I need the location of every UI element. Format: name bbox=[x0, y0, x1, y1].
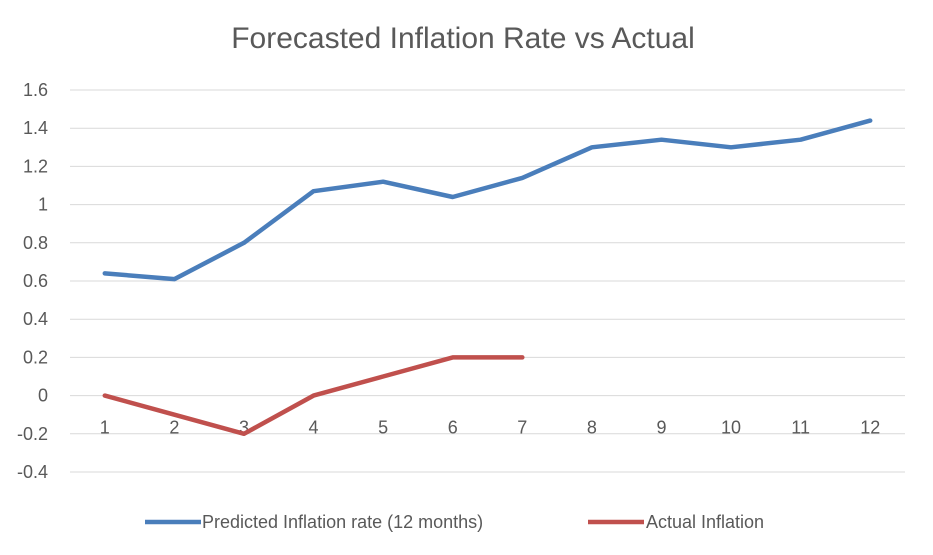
y-tick-label: 1.6 bbox=[23, 80, 48, 100]
legend-label: Actual Inflation bbox=[646, 512, 764, 532]
x-tick-label: 1 bbox=[100, 418, 110, 438]
x-tick-label: 3 bbox=[239, 418, 249, 438]
y-tick-label: 0.6 bbox=[23, 271, 48, 291]
x-tick-label: 5 bbox=[378, 418, 388, 438]
series-line-predicted bbox=[102, 118, 873, 282]
chart-title: Forecasted Inflation Rate vs Actual bbox=[231, 22, 695, 55]
legend-item: Predicted Inflation rate (12 months) bbox=[145, 512, 483, 532]
y-tick-label: 0.8 bbox=[23, 233, 48, 253]
x-axis-tick-labels: 1 2 3 4 5 6 7 8 9 10 11 12 bbox=[100, 418, 880, 438]
legend-item: Actual Inflation bbox=[588, 512, 764, 532]
gridlines bbox=[70, 89, 905, 473]
y-tick-label: 1.4 bbox=[23, 118, 48, 138]
series-lines bbox=[102, 118, 873, 437]
y-tick-label: 1.2 bbox=[23, 156, 48, 176]
legend-label: Predicted Inflation rate (12 months) bbox=[202, 512, 483, 532]
x-tick-label: 4 bbox=[309, 418, 319, 438]
x-tick-label: 7 bbox=[517, 418, 527, 438]
x-tick-label: 2 bbox=[169, 418, 179, 438]
y-tick-label: 1 bbox=[38, 195, 48, 215]
x-tick-label: 9 bbox=[656, 418, 666, 438]
y-tick-label: 0 bbox=[38, 386, 48, 406]
x-tick-label: 11 bbox=[791, 418, 810, 438]
x-tick-label: 12 bbox=[860, 418, 880, 438]
x-tick-label: 8 bbox=[587, 418, 597, 438]
y-axis-tick-labels: 1.6 1.4 1.2 1 0.8 0.6 0.4 0.2 0 -0.2 -0.4 bbox=[17, 80, 48, 482]
y-tick-label: -0.2 bbox=[17, 424, 48, 444]
x-tick-label: 6 bbox=[448, 418, 458, 438]
y-tick-label: 0.4 bbox=[23, 309, 48, 329]
y-tick-label: 0.2 bbox=[23, 347, 48, 367]
y-tick-label: -0.4 bbox=[17, 462, 48, 482]
legend: Predicted Inflation rate (12 months) Actu… bbox=[145, 512, 764, 532]
x-tick-label: 10 bbox=[721, 418, 741, 438]
